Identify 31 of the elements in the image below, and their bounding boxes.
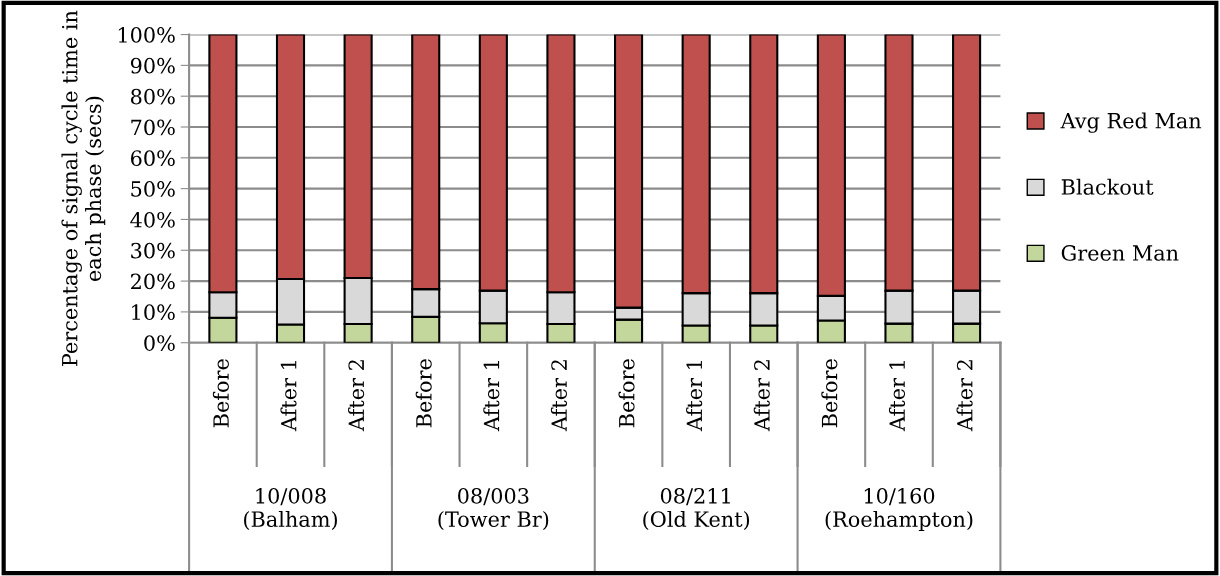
x-tick-label: After 1 xyxy=(888,361,906,432)
y-tick-label: 10% xyxy=(132,304,175,321)
x-tick-label: After 2 xyxy=(348,360,365,432)
y-tick-label: 90% xyxy=(130,57,175,74)
legend-label: Green Man xyxy=(1061,245,1179,261)
x-tick-label: After 1 xyxy=(280,361,297,432)
x-tick-label: Before xyxy=(212,359,229,428)
x-tick-label: Before xyxy=(618,359,635,428)
y-tick-label: 80% xyxy=(130,88,175,105)
legend-label: Avg Red Man xyxy=(1060,112,1202,133)
text: 08/003 (Tower Br) xyxy=(438,487,549,530)
x-tick-label: After 2 xyxy=(550,360,567,432)
y-tick-label: 60% xyxy=(130,150,175,167)
x-tick-label: After 2 xyxy=(753,360,770,432)
x-tick-label: After 1 xyxy=(686,361,703,432)
x-tick-label: Before xyxy=(415,359,432,428)
y-tick-label: 100% xyxy=(118,27,175,43)
legend-label: Blackout xyxy=(1061,178,1154,195)
y-axis-title: Percentage of signal cycle time in each phase (secs) xyxy=(61,10,106,367)
y-tick-label: 50% xyxy=(131,181,175,197)
y-tick-label: 20% xyxy=(131,273,175,290)
y-tick-label: 40% xyxy=(130,211,175,228)
text: 08/211 (Old Kent) xyxy=(643,487,750,530)
x-tick-label: After 2 xyxy=(956,360,973,432)
y-tick-label: 30% xyxy=(131,242,175,259)
text: 10/160 (Roehampton) xyxy=(825,487,973,532)
text: 10/008 (Balham) xyxy=(244,487,337,530)
y-tick-label: 0% xyxy=(144,335,175,351)
x-tick-label: Before xyxy=(821,359,838,428)
y-tick-label: 70% xyxy=(131,119,175,136)
x-tick-label: After 1 xyxy=(483,361,500,432)
